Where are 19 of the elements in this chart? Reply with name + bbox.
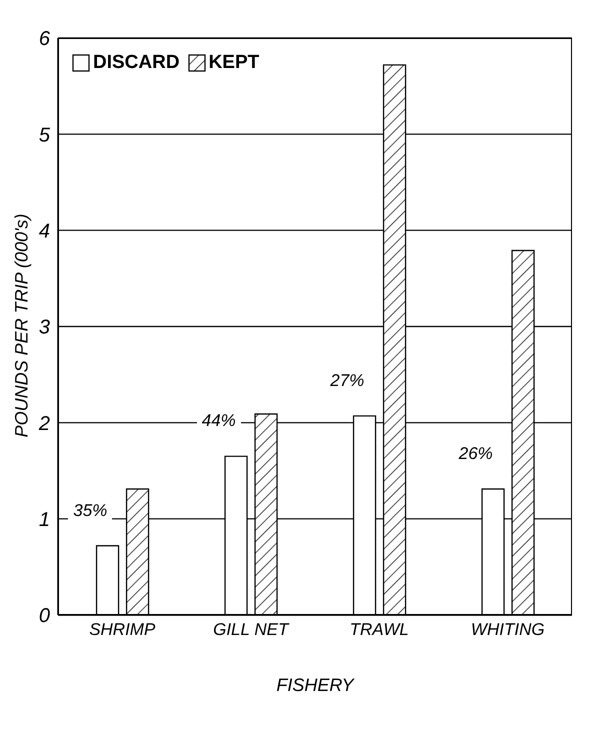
x-tick-label: WHITING xyxy=(470,620,545,640)
y-tick-label: 2 xyxy=(38,412,50,435)
x-axis-title: FISHERY xyxy=(275,675,356,696)
y-tick-label: 4 xyxy=(38,220,50,242)
x-tick-label: TRAWL xyxy=(350,620,409,640)
y-tick-label: 6 xyxy=(38,28,51,50)
y-tick-label: 0 xyxy=(38,605,50,628)
annotation: 26% xyxy=(454,444,498,464)
y-tick-label: 1 xyxy=(38,508,50,531)
annotation: 27% xyxy=(325,370,370,391)
legend-label: DISCARD xyxy=(92,52,180,74)
x-tick-label: SHRIMP xyxy=(89,620,156,640)
annotation: 35% xyxy=(68,500,112,521)
y-tick-label: 5 xyxy=(38,124,51,146)
y-tick-label: 3 xyxy=(38,316,50,339)
legend-label: KEPT xyxy=(208,52,260,74)
x-tick-label: GILL NET xyxy=(213,620,290,640)
annotation: 44% xyxy=(196,411,241,432)
y-axis-title: POUNDS PER TRIP (000's) xyxy=(12,212,32,439)
